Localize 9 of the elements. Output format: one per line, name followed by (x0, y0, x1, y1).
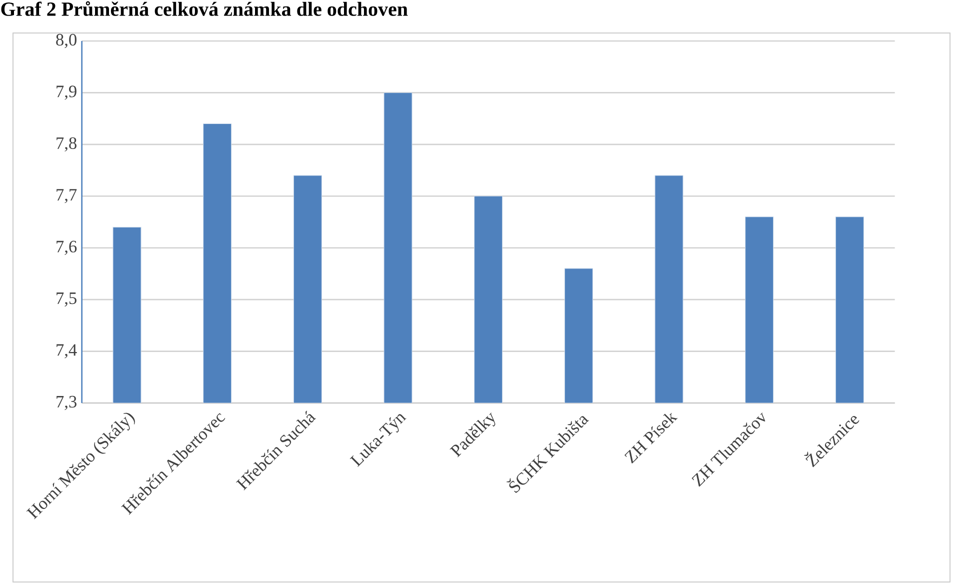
y-tick-label: 7,9 (56, 86, 76, 100)
y-tick-label: 7,6 (56, 240, 77, 255)
chart-title: Graf 2 Průměrná celková známka dle odchoven (1, 1, 408, 16)
y-tick-label: 8,0 (56, 34, 76, 48)
y-tick-label: 7,7 (56, 189, 77, 204)
y-tick-label: 7,3 (56, 396, 76, 410)
y-tick-label: 7,4 (56, 344, 77, 358)
y-tick-label: 7,5 (56, 292, 76, 307)
y-tick-label: 7,8 (56, 137, 76, 152)
